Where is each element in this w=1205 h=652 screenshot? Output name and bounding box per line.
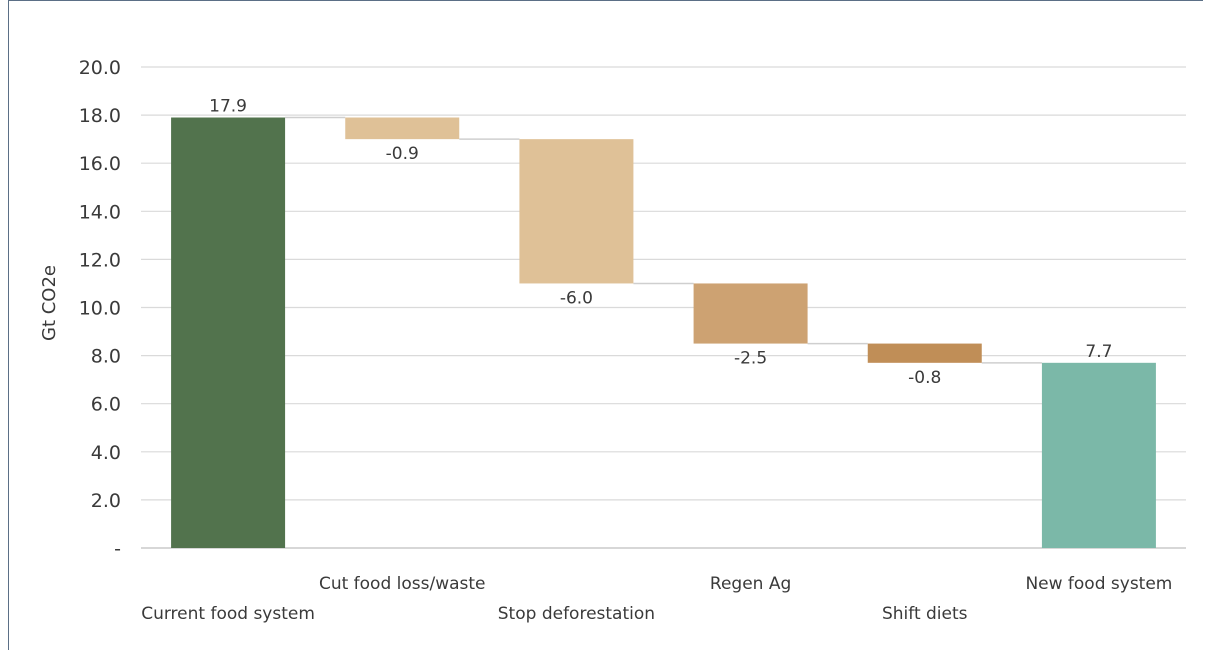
data-label: 7.7	[1085, 342, 1112, 362]
bar-regen-ag	[693, 283, 808, 344]
y-tick-label: 8.0	[91, 346, 121, 368]
bar-shift-diets	[867, 343, 982, 363]
category-label: Stop deforestation	[498, 604, 655, 624]
y-tick-label: 16.0	[79, 153, 121, 175]
y-tick-label: 18.0	[79, 105, 121, 127]
category-label: Cut food loss/waste	[319, 574, 486, 594]
category-label: Regen Ag	[710, 574, 791, 594]
data-label: -2.5	[734, 349, 767, 369]
data-label: -0.8	[908, 368, 941, 388]
y-tick-label: 12.0	[79, 249, 121, 271]
y-tick-label: 6.0	[91, 394, 121, 416]
category-label: Current food system	[141, 604, 315, 624]
y-tick-label: 4.0	[91, 442, 121, 464]
y-tick-label: 2.0	[91, 490, 121, 512]
data-label: -6.0	[560, 288, 593, 308]
bar-stop-deforestation	[519, 139, 634, 284]
gridlines	[141, 66, 1186, 549]
category-label: New food system	[1025, 574, 1172, 594]
bar-cut-food-loss-waste	[345, 117, 460, 140]
y-tick-label: -	[114, 538, 121, 560]
y-tick-label: 14.0	[79, 201, 121, 223]
y-tick-label: 10.0	[79, 298, 121, 320]
bar-current-food-system	[171, 117, 286, 548]
connector-lines	[285, 116, 1042, 364]
y-tick-label: 20.0	[79, 57, 121, 79]
data-label: 17.9	[209, 97, 247, 117]
y-axis-label: Gt CO2e	[39, 265, 60, 341]
data-labels: 17.9 -0.9 -6.0 -2.5 -0.8 7.7	[209, 97, 1112, 388]
category-label: Shift diets	[882, 604, 968, 624]
bars	[171, 117, 1156, 548]
chart-frame	[8, 0, 1203, 650]
y-axis-ticks: - 2.0 4.0 6.0 8.0 10.0 12.0 14.0 16.0 18.0 20.0	[79, 57, 121, 560]
data-label: -0.9	[386, 144, 419, 164]
bar-new-food-system	[1041, 362, 1156, 548]
